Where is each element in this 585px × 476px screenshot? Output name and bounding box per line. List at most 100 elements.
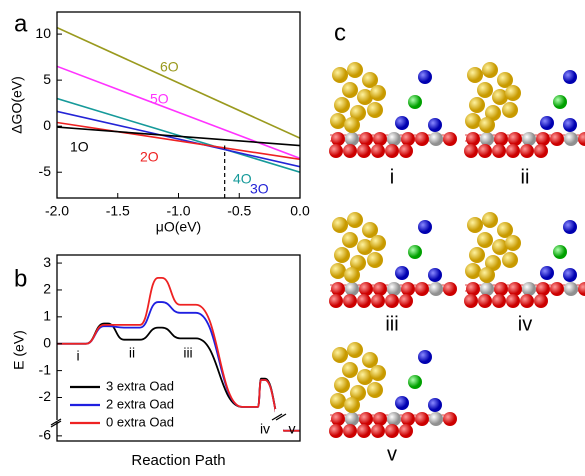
atom — [482, 212, 498, 228]
atom — [508, 132, 522, 146]
atom — [345, 132, 359, 146]
x-axis-label: Reaction Path — [131, 452, 225, 469]
atom — [330, 393, 346, 409]
atom — [395, 266, 409, 280]
atom — [371, 144, 385, 158]
panel-label: c — [334, 19, 346, 46]
atom — [342, 82, 358, 98]
atom — [522, 282, 536, 296]
atom — [329, 144, 343, 158]
atom — [371, 294, 385, 308]
atom — [357, 294, 371, 308]
atom — [465, 113, 481, 129]
atom — [553, 245, 567, 259]
atom — [482, 62, 498, 78]
atom — [387, 412, 401, 426]
atom — [467, 217, 483, 233]
atom — [563, 268, 577, 282]
atom — [494, 282, 508, 296]
data-line — [57, 127, 300, 145]
stage-label: ii — [129, 345, 135, 361]
structure-image — [329, 62, 457, 158]
plot-frame — [57, 12, 300, 198]
stage-label: i — [76, 348, 79, 364]
atom — [343, 294, 357, 308]
atom — [508, 282, 522, 296]
atom — [373, 282, 387, 296]
line-label: 4O — [233, 171, 252, 187]
atom — [418, 350, 432, 364]
stage-label: v — [289, 421, 296, 437]
atom — [550, 132, 564, 146]
atom — [331, 132, 345, 146]
atom — [469, 247, 485, 263]
atom — [387, 282, 401, 296]
atom — [443, 412, 457, 426]
atom — [550, 282, 564, 296]
atom — [395, 396, 409, 410]
atom — [540, 266, 554, 280]
line-label: 5O — [150, 91, 169, 107]
atom — [359, 412, 373, 426]
atom — [344, 117, 360, 133]
atom — [401, 132, 415, 146]
atom — [330, 263, 346, 279]
atom — [480, 132, 494, 146]
atom — [505, 85, 521, 101]
atom — [367, 252, 383, 268]
atom — [477, 232, 493, 248]
atom — [563, 220, 577, 234]
atom — [466, 282, 480, 296]
plot-frame — [57, 255, 300, 441]
atom — [347, 342, 363, 358]
atom — [502, 252, 518, 268]
atom — [370, 235, 386, 251]
atom — [520, 294, 534, 308]
atom — [357, 424, 371, 438]
atom — [385, 294, 399, 308]
atom — [408, 95, 422, 109]
atom — [534, 144, 548, 158]
atom — [469, 97, 485, 113]
atom — [540, 116, 554, 130]
atom — [401, 282, 415, 296]
structure-label: i — [390, 166, 394, 188]
y-tick-label: -2 — [39, 388, 52, 404]
y-tick-label: -5 — [39, 163, 52, 179]
stage-label: iii — [183, 345, 192, 361]
legend-label: 3 extra Oad — [106, 378, 174, 393]
panel-label: a — [14, 10, 28, 37]
legend-label: 2 extra Oad — [106, 396, 174, 411]
atom — [464, 144, 478, 158]
atom — [443, 132, 457, 146]
y-tick-label: 3 — [43, 254, 51, 270]
atom — [343, 144, 357, 158]
atom — [334, 97, 350, 113]
y-tick-label: 2 — [43, 281, 51, 297]
atom — [415, 282, 429, 296]
structure-image — [329, 212, 457, 308]
atom — [342, 232, 358, 248]
atom — [465, 263, 481, 279]
atom — [370, 365, 386, 381]
y-axis-label: ΔGO(eV) — [9, 76, 25, 134]
atom — [506, 144, 520, 158]
atom — [534, 294, 548, 308]
atom — [415, 132, 429, 146]
atom — [429, 412, 443, 426]
atom — [428, 268, 442, 282]
atom — [359, 132, 373, 146]
atom — [367, 382, 383, 398]
atom — [429, 132, 443, 146]
atom — [522, 132, 536, 146]
data-line — [57, 28, 300, 138]
figure: a b c 6O5O4O3O2O1O-2.0-1.5-1.0-0.50.0-50… — [0, 0, 585, 471]
atom — [478, 294, 492, 308]
atom — [466, 132, 480, 146]
atom — [505, 235, 521, 251]
energy-profile — [57, 278, 300, 431]
atom — [329, 424, 343, 438]
y-tick-label: 0 — [43, 334, 51, 350]
atom — [357, 144, 371, 158]
atom — [478, 144, 492, 158]
